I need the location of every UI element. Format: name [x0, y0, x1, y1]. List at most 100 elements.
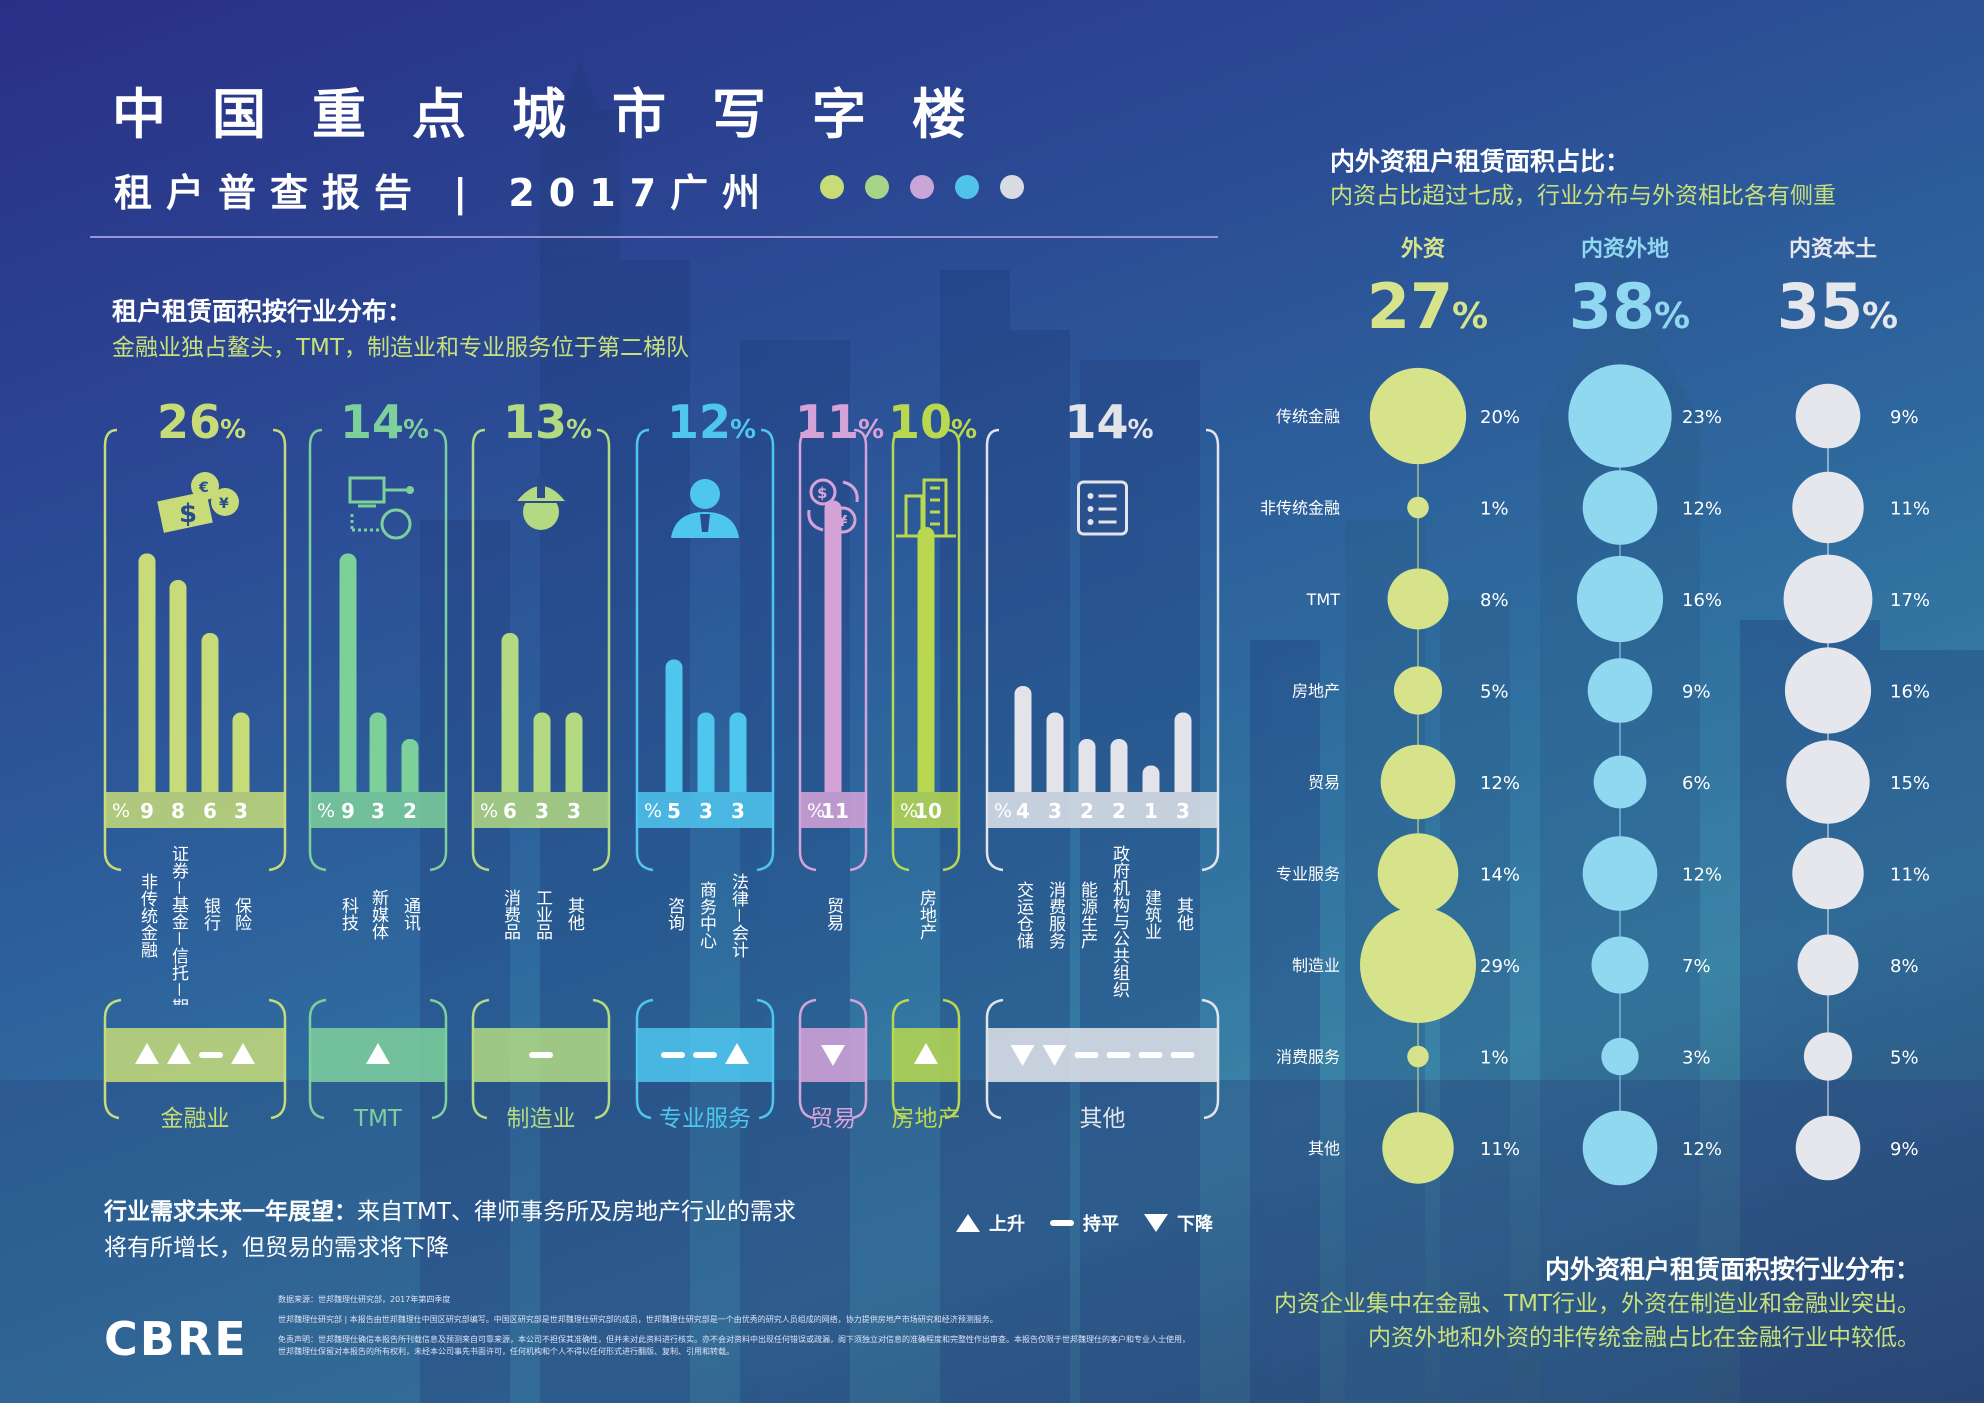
bubble-value: 15%: [1890, 773, 1930, 794]
legend-flat-label: 持平: [1083, 1214, 1119, 1235]
bubble-value: 1%: [1480, 1048, 1509, 1069]
industry-share-unit: %: [403, 415, 429, 445]
bubble-value: 16%: [1890, 682, 1930, 703]
series-total-unit: %: [1452, 296, 1488, 337]
bracket-right: [756, 428, 775, 872]
bar: [697, 712, 715, 792]
bubble: [1582, 1110, 1658, 1186]
bracket-left: [635, 428, 654, 872]
value-strip-unit: %: [112, 800, 130, 822]
bubble-value: 9%: [1682, 682, 1711, 703]
bubble: [1601, 1037, 1639, 1076]
bubble-value: 23%: [1682, 407, 1722, 428]
bubble-value: 3%: [1682, 1048, 1711, 1069]
value-strip: [799, 792, 867, 828]
bubble-row-label: 传统金融: [1276, 407, 1340, 426]
bar-base: [565, 782, 583, 792]
flat-dash-icon: [1106, 1052, 1131, 1058]
bar-base: [917, 782, 935, 792]
bar: [1014, 686, 1032, 792]
down-triangle-icon: [821, 1045, 845, 1066]
bubble-value: 11%: [1890, 499, 1930, 520]
series-total: 38: [1569, 270, 1655, 343]
color-dot: [820, 175, 844, 199]
bubble-value: 8%: [1480, 590, 1509, 611]
bar-value-label: 2: [1080, 799, 1094, 823]
bar-value-label: 3: [535, 799, 549, 823]
industry-share-unit: %: [730, 415, 756, 445]
bubble: [1797, 934, 1859, 996]
category-label-box: 房地产: [916, 889, 936, 940]
bubble: [1587, 658, 1653, 723]
worker-helmet-icon: [512, 478, 570, 530]
color-dot: [955, 175, 979, 199]
bracket-left: [891, 428, 910, 872]
category-label-box: 法律－会计: [728, 873, 748, 958]
industry-share: 13: [503, 395, 567, 449]
value-strip: [892, 792, 960, 828]
bubble: [1593, 755, 1647, 809]
bubble: [1369, 367, 1467, 465]
category-label: 科技: [338, 897, 358, 931]
category-label: 消费服务: [1045, 881, 1065, 949]
industry-share: 14: [340, 395, 404, 449]
bar-value-label: 3: [567, 799, 581, 823]
color-dot: [1000, 175, 1024, 199]
bubble: [1786, 740, 1870, 824]
bar-value-label: 1: [1144, 799, 1158, 823]
industry-share: 10: [888, 395, 952, 449]
bubble-value: 11%: [1890, 865, 1930, 886]
category-label-box: 消费服务: [1045, 881, 1065, 949]
category-label: 咨询: [664, 897, 684, 931]
bottom-right-line-1: 内资企业集中在金融、TMT行业，外资在制造业和金融业突出。: [1274, 1291, 1920, 1317]
industry-share: 14: [1064, 395, 1128, 449]
bar: [401, 739, 419, 792]
left-section-heading: 租户租赁面积按行业分布：: [112, 297, 413, 326]
bar: [169, 580, 187, 792]
bubble-value: 1%: [1480, 499, 1509, 520]
bar-value-label: 2: [1112, 799, 1126, 823]
category-label: 贸易: [823, 897, 843, 931]
category-label: 工业品: [532, 889, 552, 940]
bubble: [1393, 666, 1443, 715]
bar-base: [1046, 782, 1064, 792]
bubble-row-label: 贸易: [1308, 773, 1340, 792]
bar-value-label: 6: [503, 799, 517, 823]
bar-value-label: 10: [914, 799, 942, 823]
bubble: [1784, 647, 1872, 734]
outlook-text-1: 来自TMT、律师事务所及房地产行业的需求: [357, 1199, 796, 1225]
up-triangle-icon: [167, 1043, 191, 1064]
bar-value-label: 2: [403, 799, 417, 823]
category-label: 交运仓储: [1013, 881, 1033, 949]
flat-dash-icon: [661, 1052, 685, 1058]
series-total-unit: %: [1862, 296, 1898, 337]
bracket-right: [1201, 428, 1220, 872]
bar: [1110, 739, 1128, 792]
bubble-value: 20%: [1480, 407, 1520, 428]
bubble-series: 内资本土 35% 9% 11% 17% 16% 15% 11% 8% 5% 9%: [1777, 237, 1930, 1181]
right-section-heading: 内外资租户租赁面积占比：: [1330, 147, 1631, 176]
bar: [917, 527, 935, 792]
bubble: [1582, 836, 1658, 911]
legend-up-label: 上升: [989, 1214, 1025, 1235]
bubble-value: 11%: [1480, 1139, 1520, 1160]
bar: [201, 633, 219, 792]
series-name: 外资: [1401, 236, 1445, 262]
value-strip-unit: %: [480, 800, 498, 822]
bubble: [1582, 470, 1658, 545]
bar-value-label: 9: [140, 799, 154, 823]
bar-base: [138, 782, 156, 792]
bottom-right-line-2: 内资外地和外资的非传统金融占比在金融行业中较低。: [1368, 1325, 1920, 1351]
bar-base: [824, 782, 842, 792]
bracket-right: [268, 428, 287, 872]
bar-value-label: 6: [203, 799, 217, 823]
bottom-right-heading: 内外资租户租赁面积按行业分布：: [1544, 1255, 1920, 1284]
category-label-box: 交运仓储: [1013, 881, 1033, 949]
category-label: 建筑业: [1141, 889, 1161, 940]
series-total: 35: [1777, 270, 1863, 343]
series-total: 27: [1367, 270, 1453, 343]
bubble-value: 5%: [1480, 682, 1509, 703]
